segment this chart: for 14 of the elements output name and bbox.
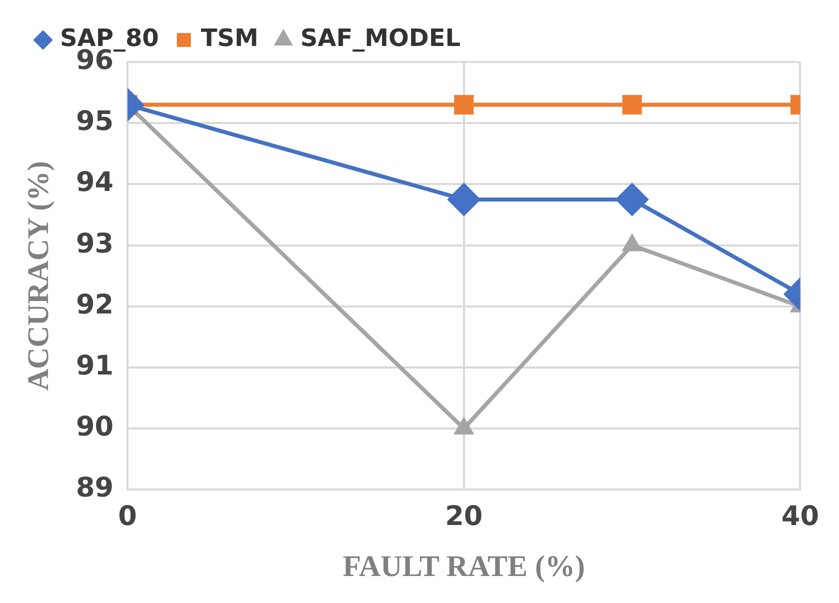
legend-label: SAF_MODEL xyxy=(300,24,461,52)
x-tick-label: 40 xyxy=(781,500,819,532)
y-tick-label: 89 xyxy=(76,472,114,504)
x-axis-title: FAULT RATE (%) xyxy=(342,550,586,583)
y-tick-label: 93 xyxy=(76,228,114,260)
x-tick-label: 20 xyxy=(445,500,483,532)
y-tick-label: 94 xyxy=(76,167,114,198)
y-tick-label: 90 xyxy=(76,412,114,443)
x-tick-label: 0 xyxy=(118,500,137,532)
y-tick-label: 91 xyxy=(76,350,114,382)
y-tick-label: 92 xyxy=(76,289,114,320)
legend-label: TSM xyxy=(200,24,258,52)
y-tick-label: 95 xyxy=(76,106,114,138)
y-axis-title: ACCURACY (%) xyxy=(22,160,55,391)
